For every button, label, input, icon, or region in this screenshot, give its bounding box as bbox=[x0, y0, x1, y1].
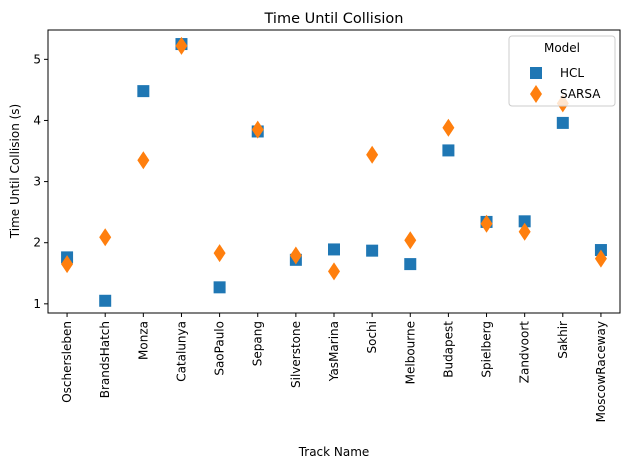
hcl-point bbox=[213, 281, 226, 294]
y-tick-label: 1 bbox=[33, 297, 41, 311]
x-tick-label: Zandvoort bbox=[518, 321, 532, 384]
hcl-point bbox=[518, 215, 531, 228]
sarsa-point bbox=[251, 120, 264, 139]
sarsa-point bbox=[289, 246, 302, 265]
x-tick-label: Sochi bbox=[365, 321, 379, 354]
x-tick-label: Sepang bbox=[251, 321, 265, 366]
hcl-point bbox=[442, 144, 455, 157]
data-marks bbox=[61, 36, 607, 307]
y-tick-label: 4 bbox=[33, 113, 41, 127]
chart-title: Time Until Collision bbox=[264, 11, 404, 27]
hcl-point bbox=[366, 244, 379, 257]
legend: Model HCL SARSA bbox=[508, 35, 616, 107]
sarsa-point bbox=[518, 222, 531, 241]
sarsa-point bbox=[99, 228, 112, 247]
sarsa-point bbox=[366, 145, 379, 164]
sarsa-point bbox=[137, 151, 150, 170]
sarsa-point bbox=[213, 244, 226, 263]
x-tick-label: Spielberg bbox=[480, 321, 494, 378]
sarsa-point bbox=[61, 255, 74, 274]
legend-hcl-label: HCL bbox=[560, 66, 584, 80]
hcl-point bbox=[328, 243, 340, 256]
x-axis: Oschersleben BrandsHatch Monza Catalunya Sao… bbox=[60, 313, 608, 422]
sarsa-point bbox=[442, 118, 455, 137]
legend-title: Model bbox=[544, 41, 580, 55]
sarsa-point bbox=[480, 214, 493, 233]
y-axis-title: Time Until Collision (s) bbox=[8, 104, 22, 239]
x-tick-label: Silverstone bbox=[289, 321, 303, 388]
sarsa-point bbox=[404, 231, 417, 250]
legend-sarsa-label: SARSA bbox=[560, 87, 601, 101]
x-tick-label: Sakhir bbox=[556, 321, 570, 359]
sarsa-point bbox=[594, 249, 607, 268]
x-tick-label: YasMarina bbox=[327, 321, 341, 382]
y-tick-label: 2 bbox=[33, 236, 41, 250]
x-tick-label: BrandsHatch bbox=[98, 321, 112, 398]
x-tick-label: MoscowRaceway bbox=[594, 321, 608, 422]
x-tick-label: SaoPaulo bbox=[213, 321, 227, 376]
legend-sarsa-marker bbox=[530, 85, 542, 103]
x-axis-title: Track Name bbox=[298, 445, 370, 459]
legend-hcl-marker bbox=[530, 67, 542, 79]
x-tick-label: Catalunya bbox=[174, 321, 188, 382]
hcl-point bbox=[137, 85, 150, 98]
x-tick-label: Budapest bbox=[441, 321, 455, 378]
x-tick-label: Monza bbox=[136, 321, 150, 360]
hcl-point bbox=[556, 116, 569, 129]
hcl-point bbox=[99, 294, 112, 307]
y-axis: 1 2 3 4 5 bbox=[33, 52, 48, 311]
sarsa-point bbox=[328, 262, 340, 281]
hcl-point bbox=[404, 258, 417, 271]
x-tick-label: Oschersleben bbox=[60, 321, 74, 403]
y-tick-label: 5 bbox=[33, 52, 41, 66]
sarsa-point bbox=[175, 36, 188, 55]
y-tick-label: 3 bbox=[33, 175, 41, 189]
x-tick-label: Melbourne bbox=[403, 321, 417, 384]
